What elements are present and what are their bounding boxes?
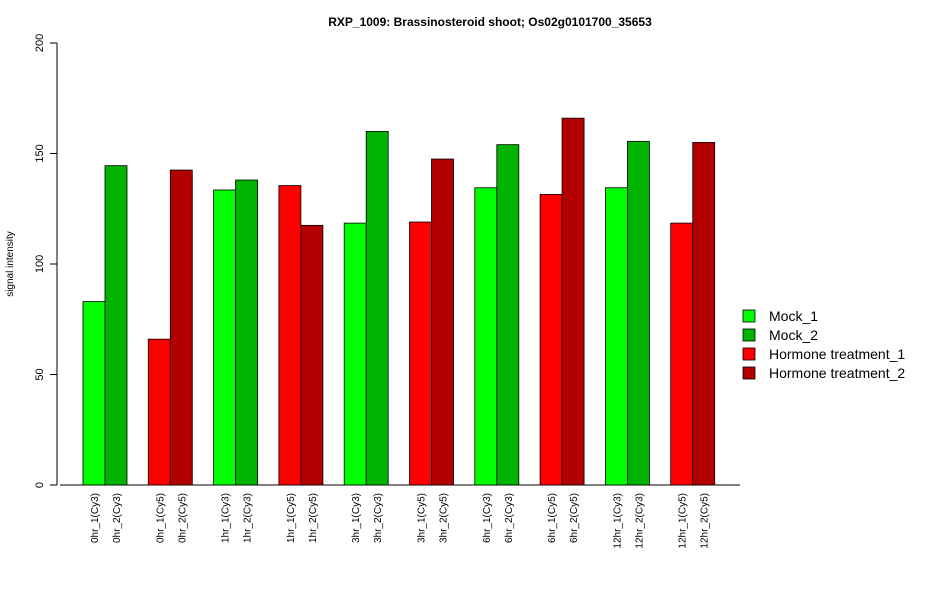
bar	[474, 187, 498, 486]
x-tick-label: 6hr_2(Cy3)	[504, 493, 515, 543]
y-tick-label: 50	[34, 368, 46, 380]
bar	[300, 224, 324, 486]
x-tick-label: 1hr_1(Cy5)	[286, 493, 297, 543]
y-tick-label: 100	[34, 255, 46, 273]
chart-title: RXP_1009: Brassinosteroid shoot; Os02g01…	[328, 15, 652, 29]
legend-swatch	[742, 309, 756, 323]
x-tick-label: 0hr_1(Cy5)	[155, 493, 166, 543]
bar	[213, 189, 237, 486]
y-axis-label: signal intensity	[5, 231, 16, 297]
bar	[496, 144, 520, 486]
legend-swatch	[742, 366, 756, 380]
legend-label: Hormone treatment_2	[769, 365, 905, 381]
bar	[627, 140, 650, 486]
bar	[692, 142, 716, 486]
y-tick-label: 0	[34, 482, 46, 488]
bar	[409, 221, 432, 486]
legend-label: Mock_1	[769, 308, 818, 324]
x-tick-label: 0hr_2(Cy5)	[177, 493, 188, 543]
x-tick-label: 6hr_1(Cy3)	[482, 493, 493, 543]
y-tick-label: 200	[34, 34, 46, 52]
bar	[104, 165, 128, 486]
x-tick-label: 3hr_2(Cy3)	[373, 493, 384, 543]
bar	[670, 222, 694, 486]
legend-label: Hormone treatment_1	[769, 346, 905, 362]
bar	[561, 117, 585, 486]
bar	[82, 301, 106, 486]
bar	[365, 130, 389, 486]
x-tick-label: 1hr_2(Cy5)	[308, 493, 319, 543]
x-tick-label: 1hr_1(Cy3)	[221, 493, 232, 543]
x-tick-label: 0hr_1(Cy3)	[90, 493, 101, 543]
x-tick-label: 0hr_2(Cy3)	[112, 493, 123, 543]
bar	[343, 222, 367, 486]
x-tick-label: 6hr_1(Cy5)	[547, 493, 558, 543]
x-tick-label: 12hr_2(Cy5)	[700, 493, 711, 549]
x-tick-label: 12hr_1(Cy5)	[678, 493, 689, 549]
x-tick-label: 12hr_1(Cy3)	[612, 493, 623, 549]
x-tick-label: 3hr_2(Cy5)	[439, 493, 450, 543]
bar	[539, 193, 563, 486]
bar	[235, 179, 259, 486]
legend: Mock_1 Mock_2 Hormone treatment_1 Hormone t…	[742, 308, 905, 381]
bar	[605, 187, 628, 486]
legend-label: Mock_2	[769, 327, 818, 343]
legend-swatch	[742, 347, 756, 361]
plot-area: 0 50 100 150 200 0hr_1(Cy3) 0hr_2(Cy3) 0hr_1(Cy…	[34, 34, 740, 549]
y-tick-label: 150	[34, 144, 46, 162]
legend-swatch	[742, 328, 756, 342]
x-tick-label: 12hr_2(Cy3)	[634, 493, 645, 549]
x-tick-label: 3hr_1(Cy5)	[417, 493, 428, 543]
x-tick-label: 6hr_2(Cy5)	[569, 493, 580, 543]
x-tick-label: 1hr_2(Cy3)	[243, 493, 254, 543]
x-tick-label: 3hr_1(Cy3)	[351, 493, 362, 543]
bar	[278, 185, 302, 486]
bar	[169, 169, 193, 486]
bar	[431, 158, 454, 486]
bar	[147, 338, 171, 486]
